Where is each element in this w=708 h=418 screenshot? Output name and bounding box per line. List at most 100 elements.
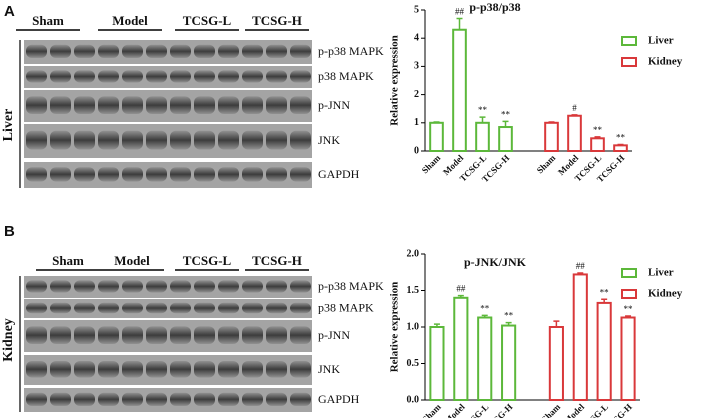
band-label: GAPDH — [318, 167, 360, 181]
y-tick-label: 0.5 — [407, 358, 420, 369]
legend-swatch — [621, 36, 637, 46]
error-bar — [625, 315, 632, 318]
error-bar — [433, 121, 440, 123]
blot-band — [218, 302, 239, 314]
blot-band — [50, 167, 71, 182]
blot-band — [50, 96, 71, 114]
blot-band — [50, 130, 71, 150]
blot-band — [26, 361, 47, 378]
blot-strip — [24, 355, 312, 385]
blot-band — [26, 167, 47, 182]
blot-band — [98, 44, 119, 58]
blot-strip — [24, 388, 312, 412]
blot-band — [218, 326, 239, 344]
blot-band — [218, 361, 239, 378]
group-label: TCSG-L — [183, 13, 232, 28]
blot-band — [98, 70, 119, 83]
blot-band — [74, 392, 95, 406]
chart-title: p-p38/p38 — [469, 0, 520, 14]
band-label: p-JNN — [318, 98, 350, 112]
blot-band — [242, 392, 263, 406]
blot-band — [26, 326, 47, 344]
blot-band — [122, 361, 143, 378]
blot-band — [242, 167, 263, 182]
band-label: GAPDH — [318, 392, 360, 406]
blot-band — [146, 326, 167, 344]
blot-band — [146, 392, 167, 406]
significance: ## — [456, 284, 466, 294]
group-label: TCSG-L — [183, 253, 232, 268]
bar — [429, 121, 444, 153]
significance: ** — [616, 133, 626, 143]
blot-band — [170, 167, 191, 182]
blot-band — [122, 302, 143, 314]
significance: ** — [478, 105, 488, 115]
bar — [452, 28, 467, 153]
blot-band — [26, 70, 47, 83]
blot-band — [242, 130, 263, 150]
blot-band — [50, 326, 71, 344]
blot-band — [266, 44, 287, 58]
blot-band — [170, 280, 191, 293]
blot-band — [266, 130, 287, 150]
blot-strip — [24, 66, 312, 88]
legend-label: Kidney — [648, 56, 683, 68]
y-axis-label: Relative expression — [389, 282, 401, 373]
band-label: p38 MAPK — [318, 69, 374, 83]
blot-strip — [24, 299, 312, 318]
blot-band — [26, 302, 47, 314]
chart-title: p-JNK/JNK — [464, 255, 527, 269]
blot-band — [194, 130, 215, 150]
blot-band — [74, 361, 95, 378]
y-axis-label: Relative expression — [389, 35, 401, 126]
panel-letter: B — [4, 223, 15, 240]
error-bar — [479, 116, 486, 123]
significance: ** — [501, 109, 511, 119]
blot-band — [290, 361, 311, 378]
blot-band — [266, 70, 287, 83]
significance: ** — [504, 311, 514, 321]
significance: ** — [593, 125, 603, 135]
legend-label: Kidney — [648, 288, 683, 300]
blot-band — [146, 70, 167, 83]
bar — [544, 121, 559, 153]
legend-swatch — [621, 268, 637, 278]
blot-band — [194, 44, 215, 58]
blot-band — [194, 280, 215, 293]
y-tick-label: 4 — [414, 32, 419, 43]
y-tick-label: 5 — [414, 4, 419, 15]
band-label: p38 MAPK — [318, 300, 374, 314]
bar — [429, 326, 445, 401]
tissue-label: Kidney — [1, 318, 16, 362]
band-label: JNK — [318, 362, 340, 376]
blot-strip — [24, 124, 312, 158]
blot-band — [266, 280, 287, 293]
blot-band — [170, 44, 191, 58]
blot-band — [122, 130, 143, 150]
x-tick-label: Sham — [540, 401, 563, 418]
blot-band — [242, 44, 263, 58]
blot-band — [74, 167, 95, 182]
x-tick-label: Sham — [420, 152, 443, 175]
y-tick-label: 1.5 — [407, 285, 420, 296]
blot-band — [122, 44, 143, 58]
error-bar — [456, 17, 463, 30]
legend-label: Liver — [648, 35, 674, 47]
error-bar — [502, 120, 509, 128]
blot-band — [26, 392, 47, 406]
y-tick-label: 1 — [414, 117, 419, 128]
blot-strip — [24, 90, 312, 122]
blot-band — [242, 326, 263, 344]
blot-band — [146, 167, 167, 182]
blot-band — [26, 44, 47, 58]
blot-band — [194, 361, 215, 378]
blot-band — [194, 326, 215, 344]
blot-band — [74, 326, 95, 344]
bar — [477, 316, 493, 402]
bar — [590, 137, 605, 152]
significance: ## — [576, 261, 586, 271]
error-bar — [617, 143, 624, 146]
blot-band — [218, 96, 239, 114]
blot-band — [50, 302, 71, 314]
